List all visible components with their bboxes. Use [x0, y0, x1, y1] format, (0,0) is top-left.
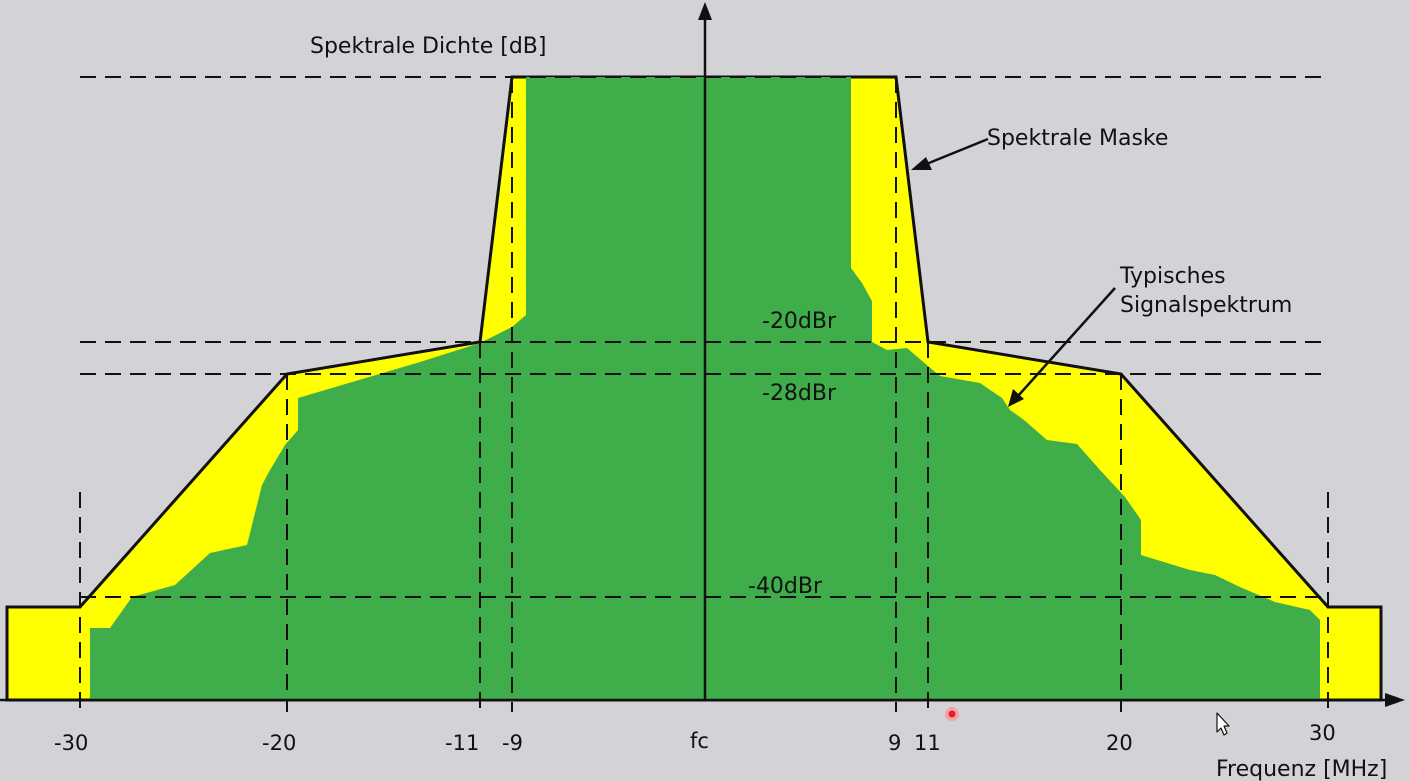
mask-annotation: Spektrale Maske [987, 126, 1168, 151]
y-axis-label: Spektrale Dichte [dB] [310, 34, 546, 59]
mask-pointer-arrowhead [911, 157, 932, 170]
x-tick-plus11: 11 [914, 731, 941, 755]
mask-pointer-line [923, 137, 989, 167]
x-tick-minus20: -20 [262, 731, 296, 755]
signal-annotation-line1: Typisches [1119, 264, 1226, 289]
x-tick-plus20: 20 [1106, 731, 1133, 755]
y-axis-arrowhead [698, 2, 712, 20]
signal-pointer-arrowhead [1008, 389, 1024, 407]
x-axis-label: Frequenz [MHz] [1216, 757, 1387, 781]
x-tick-minus30: -30 [54, 731, 88, 755]
x-tick-minus9: -9 [502, 731, 523, 755]
level-label-20dbr: -20dBr [762, 309, 837, 334]
x-tick-fc: fc [690, 729, 709, 753]
x-axis-arrowhead [1385, 693, 1405, 707]
annotation-arrows [911, 137, 1116, 407]
signal-annotation-line2: Signalspektrum [1120, 293, 1292, 318]
dashed-guides [79, 76, 1329, 712]
axes [0, 2, 1405, 707]
signal-pointer-line [1017, 287, 1116, 397]
level-label-28dbr: -28dBr [762, 381, 837, 406]
x-tick-plus9: 9 [888, 731, 901, 755]
level-label-40dbr: -40dBr [748, 574, 823, 599]
x-tick-minus11: -11 [445, 731, 479, 755]
x-tick-plus30: 30 [1309, 721, 1336, 745]
red-pointer-dot [945, 707, 959, 721]
cursor-icon [1216, 712, 1230, 736]
